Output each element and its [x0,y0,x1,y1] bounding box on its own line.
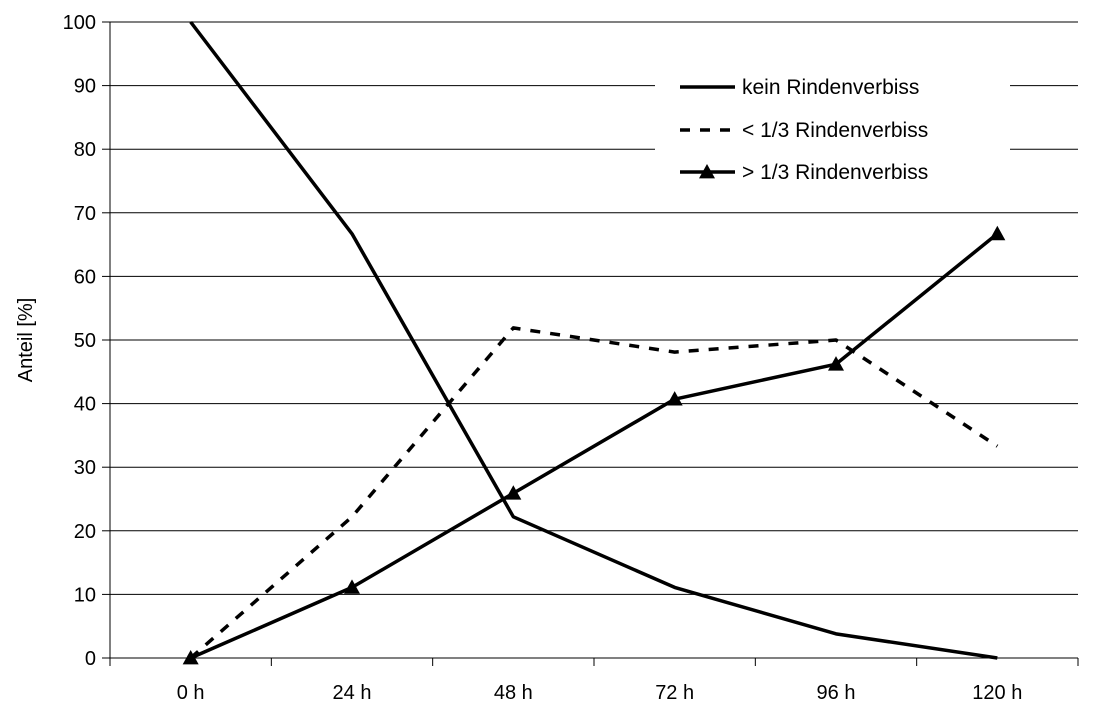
series-line-1 [189,20,998,660]
axes [102,21,1079,666]
y-tick-label: 10 [74,584,96,606]
y-tick-label: 20 [74,521,96,543]
y-tick-label: 70 [74,203,96,225]
legend-label-3: > 1/3 Rindenverbiss [742,161,928,184]
data-point-marker [666,391,683,406]
data-point-marker [344,579,360,594]
x-tick-label: 48 h [494,682,533,704]
legend-marker-icon [699,164,715,179]
series-lines [182,20,1006,665]
legend-label-2: < 1/3 Rindenverbiss [742,119,928,142]
y-tick-label: 50 [74,330,96,352]
x-tick-label: 96 h [817,682,856,704]
series-line-2 [189,326,999,660]
y-tick-label: 30 [74,457,96,479]
y-tick-label: 0 [85,648,96,670]
legend-label-1: kein Rindenverbiss [742,76,919,99]
series-line-3 [189,232,999,660]
y-tick-labels: 0 10 20 30 40 50 60 70 80 90 100 [63,12,96,670]
y-tick-label: 80 [74,139,96,161]
y-axis-label: Anteil [%] [15,298,37,382]
data-point-marker [989,225,1006,241]
x-tick-label: 0 h [177,682,205,704]
x-tick-labels: 0 h 24 h 48 h 72 h 96 h 120 h [177,682,1023,704]
x-tick-label: 120 h [972,682,1022,704]
data-point-marker [828,356,844,371]
legend: kein Rindenverbiss < 1/3 Rindenverbiss > 1… [655,64,1010,199]
y-tick-label: 60 [74,266,96,288]
y-tick-label: 100 [63,12,96,34]
x-tick-label: 24 h [333,682,372,704]
x-tick-label: 72 h [655,682,694,704]
data-point-marker [182,650,199,665]
y-tick-label: 90 [74,76,96,98]
y-tick-label: 40 [74,394,96,416]
data-point-marker [505,485,522,500]
